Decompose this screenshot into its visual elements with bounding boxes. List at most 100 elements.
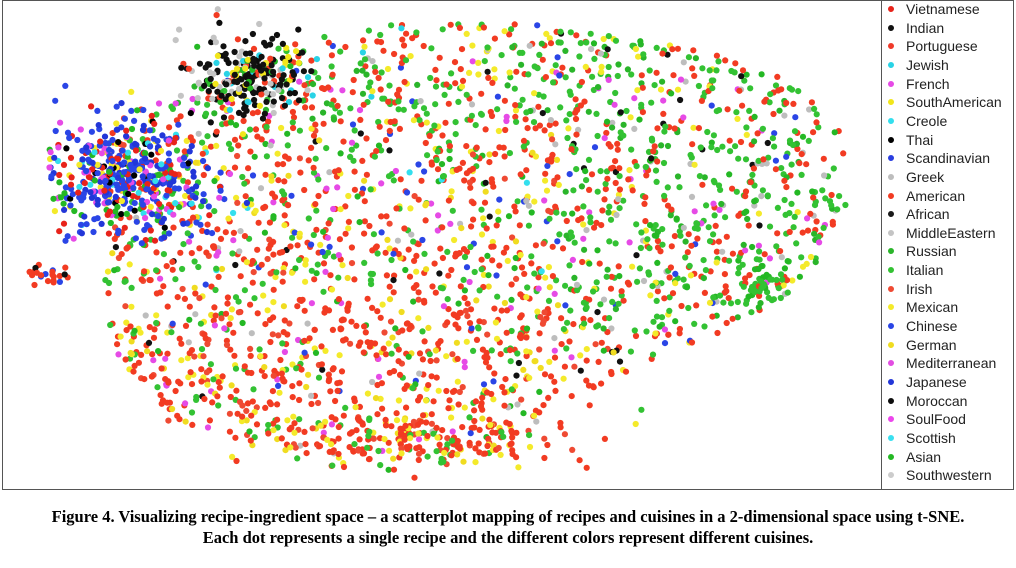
data-point (321, 33, 328, 41)
data-point (626, 239, 633, 246)
data-point (637, 38, 644, 45)
data-point (783, 184, 790, 191)
data-point (541, 197, 548, 204)
data-point (121, 278, 128, 285)
data-point (91, 149, 98, 156)
data-point (83, 144, 90, 151)
data-point (796, 273, 804, 280)
data-point (691, 72, 698, 79)
data-point (263, 89, 270, 96)
data-point (379, 301, 386, 308)
data-point (56, 278, 64, 285)
data-point (393, 205, 400, 212)
data-point (653, 313, 661, 320)
data-point (213, 265, 220, 272)
data-point (204, 424, 212, 431)
data-point (485, 74, 492, 81)
data-point (217, 169, 224, 176)
data-point (649, 351, 657, 358)
data-point (250, 89, 257, 97)
plot-area (2, 0, 882, 490)
data-point (364, 295, 371, 302)
data-point (158, 365, 165, 372)
data-point (444, 248, 451, 255)
data-point (496, 196, 503, 203)
data-point (185, 160, 192, 167)
data-point (113, 181, 120, 188)
data-point (249, 30, 256, 38)
data-point (484, 389, 491, 396)
data-point (633, 163, 640, 170)
data-point (159, 132, 166, 139)
data-point (700, 275, 708, 282)
data-point (267, 142, 274, 149)
data-point (471, 417, 478, 425)
data-point (535, 285, 542, 292)
data-point (279, 161, 287, 168)
data-point (698, 97, 706, 104)
data-point (638, 406, 645, 413)
data-point (243, 107, 250, 114)
data-point (528, 260, 535, 267)
data-point (486, 416, 493, 423)
data-point (591, 144, 599, 151)
data-point (119, 147, 126, 154)
legend-marker (888, 61, 894, 68)
data-point (751, 113, 758, 120)
data-point (677, 232, 684, 239)
data-point (482, 188, 489, 195)
data-point (204, 101, 211, 108)
data-point (296, 230, 303, 237)
data-point (658, 314, 666, 321)
data-point (338, 317, 345, 324)
data-point (589, 73, 596, 80)
data-point (328, 63, 335, 70)
data-point (204, 165, 211, 172)
data-point (571, 274, 578, 281)
data-point (660, 110, 667, 117)
data-point (178, 340, 185, 347)
data-point (664, 142, 672, 150)
data-point (523, 348, 530, 355)
data-point (729, 250, 737, 257)
data-point (729, 185, 736, 192)
data-point (311, 326, 318, 333)
data-point (109, 130, 116, 137)
data-point (256, 85, 263, 92)
data-point (286, 90, 293, 97)
data-point (275, 382, 282, 389)
data-point (512, 238, 520, 245)
data-point (308, 400, 315, 408)
data-point (114, 203, 121, 211)
data-point (798, 254, 805, 261)
data-point (196, 295, 203, 302)
data-point (629, 187, 636, 194)
data-point (233, 387, 240, 394)
data-point (125, 190, 132, 198)
data-point (563, 345, 570, 352)
legend-label: African (906, 206, 950, 223)
data-point (202, 281, 209, 288)
data-point (56, 228, 63, 235)
data-point (69, 191, 76, 198)
data-point (609, 124, 616, 131)
data-point (483, 225, 490, 232)
legend-item: Asian (888, 448, 941, 466)
data-point (457, 283, 464, 290)
data-point (342, 404, 349, 411)
data-point (243, 417, 250, 424)
data-point (614, 146, 621, 153)
data-point (546, 284, 553, 291)
data-point (291, 420, 298, 427)
data-point (402, 57, 410, 64)
data-point (236, 53, 243, 60)
data-point (479, 415, 486, 422)
legend-label: German (906, 336, 957, 353)
data-point (641, 200, 648, 207)
data-point (61, 206, 68, 213)
data-point (639, 109, 647, 116)
data-point (537, 364, 544, 372)
data-point (228, 114, 235, 121)
data-point (574, 287, 581, 294)
data-point (456, 250, 463, 257)
